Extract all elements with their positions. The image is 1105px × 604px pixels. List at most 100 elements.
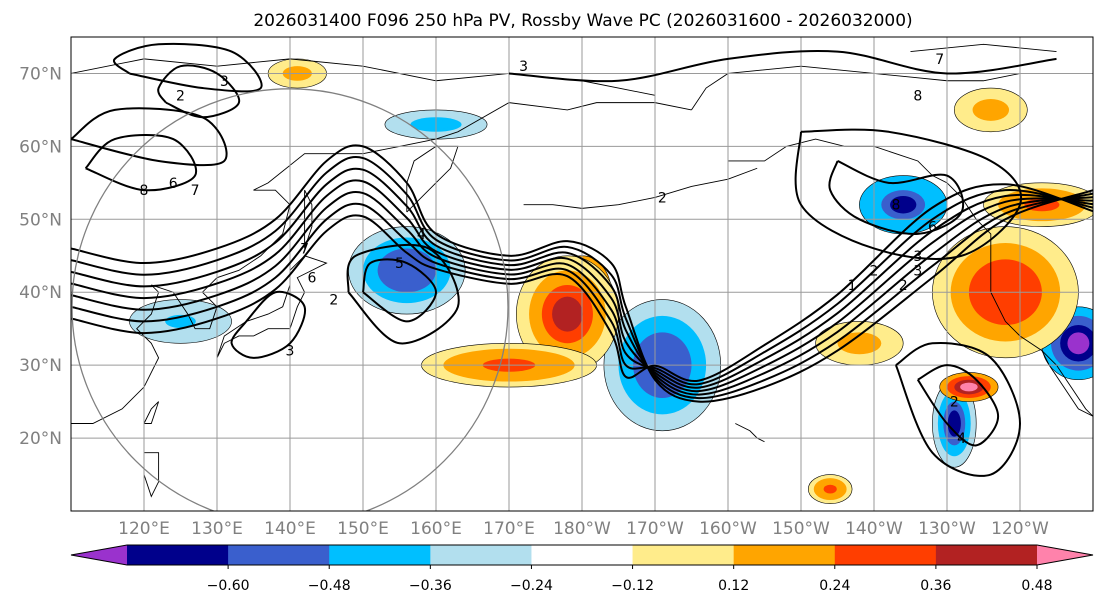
coastline xyxy=(143,401,160,424)
lon-tick-label: 170°W xyxy=(626,519,684,539)
colorbar-extend-low xyxy=(71,545,127,565)
lat-tick-label: 30°N xyxy=(19,356,62,376)
colorbar-tick-label: −0.36 xyxy=(409,578,452,594)
colorbar-tick-label: 0.48 xyxy=(1021,578,1052,594)
contour-label: 3 xyxy=(913,249,922,265)
contour-label: 7 xyxy=(300,241,309,257)
contour-label: 4 xyxy=(417,227,426,243)
lat-lon-gridlines xyxy=(71,37,1093,511)
contour-label: 2 xyxy=(899,278,908,294)
colorbar-tick-label: 0.24 xyxy=(819,578,850,594)
coastline xyxy=(216,255,328,359)
coastline xyxy=(691,65,1093,111)
lon-tick-label: 150°E xyxy=(337,519,389,539)
pv-contour-line xyxy=(346,243,460,345)
anomaly-shade xyxy=(823,484,837,494)
contour-label: 1 xyxy=(848,278,857,294)
colorbar-segment xyxy=(329,545,431,565)
pv-contour-line xyxy=(71,167,1093,396)
lat-tick-label: 70°N xyxy=(19,64,62,84)
pv-contour-line xyxy=(230,290,307,359)
colorbar-tick-label: 0.36 xyxy=(920,578,951,594)
colorbar-extend-high xyxy=(1037,545,1093,565)
anomaly-shade xyxy=(846,336,873,350)
pv-contour-line xyxy=(916,364,1000,447)
anomaly-shade xyxy=(1067,332,1090,355)
lon-tick-label: 120°E xyxy=(118,519,170,539)
colorbar-segment xyxy=(733,545,836,565)
contour-label: 7 xyxy=(191,183,200,199)
colorbar-segment xyxy=(228,545,330,565)
lon-tick-label: 160°W xyxy=(699,519,757,539)
pv-contour-line xyxy=(894,342,1022,477)
contour-label: 6 xyxy=(169,176,178,192)
anomaly-shade xyxy=(947,410,961,437)
contour-label: 2 xyxy=(870,263,879,279)
pv-contour-line xyxy=(71,183,1093,382)
range-circle xyxy=(71,88,509,511)
lon-tick-label: 150°W xyxy=(772,519,830,539)
latitude-tick-labels: 20°N 30°N 40°N 50°N 60°N 70°N xyxy=(19,64,62,449)
map-frame xyxy=(70,36,1094,512)
lon-tick-label: 130°W xyxy=(918,519,976,539)
lat-tick-label: 60°N xyxy=(19,137,62,157)
pv-contour-line xyxy=(362,258,438,323)
pv-contours xyxy=(71,42,1093,477)
colorbar-segment xyxy=(127,545,229,565)
lon-tick-label: 140°W xyxy=(845,519,903,539)
contour-label: 8 xyxy=(140,183,149,199)
contour-label: 4 xyxy=(957,431,966,447)
colorbar-tick-label: −0.48 xyxy=(308,578,351,594)
contour-label: 7 xyxy=(935,52,944,68)
colorbar-tick-label: 0.12 xyxy=(718,578,749,594)
contour-label: 5 xyxy=(395,256,404,272)
pv-contour-line xyxy=(794,128,1023,261)
contour-label: 2 xyxy=(950,395,959,411)
lon-tick-label: 130°E xyxy=(191,519,243,539)
colorbar-segment xyxy=(632,545,735,565)
pv-contour-line xyxy=(71,179,1093,393)
anomaly-shade xyxy=(979,103,1002,117)
colorbar-segment xyxy=(531,545,634,565)
lat-tick-label: 40°N xyxy=(19,283,62,303)
anomaly-shade xyxy=(552,296,583,332)
coastline xyxy=(523,167,758,209)
anomaly-blob xyxy=(939,372,999,402)
contour-label: 8 xyxy=(891,198,900,214)
lon-tick-label: 170°E xyxy=(483,519,535,539)
anomaly-shade xyxy=(389,257,425,284)
contour-label: 2 xyxy=(658,190,667,206)
anomaly-shade xyxy=(960,382,978,392)
contour-label: 6 xyxy=(307,271,316,287)
colorbar-outline xyxy=(70,544,1094,566)
map-title: 2026031400 F096 250 hPa PV, Rossby Wave … xyxy=(253,11,912,31)
lat-tick-label: 50°N xyxy=(19,210,62,230)
coastline xyxy=(735,423,765,443)
colorbar-segment xyxy=(430,545,532,565)
lon-tick-label: 160°E xyxy=(410,519,462,539)
longitude-tick-labels: 120°E 130°E 140°E 150°E 160°E 170°E 180°W 170°W… xyxy=(118,519,1049,539)
coastline xyxy=(304,189,313,249)
contour-label: 3 xyxy=(913,263,922,279)
lat-tick-label: 20°N xyxy=(19,429,62,449)
pv-contour-line xyxy=(508,49,1057,83)
colorbar-segment xyxy=(834,545,937,565)
lon-tick-label: 120°W xyxy=(991,519,1049,539)
colorbar-tick-label: −0.24 xyxy=(510,578,553,594)
colorbar-tick-label: −0.12 xyxy=(611,578,654,594)
contour-label: 3 xyxy=(519,59,528,75)
contour-label: 8 xyxy=(913,88,922,104)
coastline xyxy=(1041,350,1093,417)
contour-label: 2 xyxy=(329,293,338,309)
pv-contour-line xyxy=(112,42,263,93)
contour-label: 2 xyxy=(176,88,185,104)
anomaly-shade xyxy=(890,195,917,214)
pv-contour-line xyxy=(71,191,1093,389)
pv-contour-line xyxy=(828,160,965,235)
lon-tick-label: 140°E xyxy=(264,519,316,539)
contour-label: 3 xyxy=(286,344,295,360)
anomaly-blob xyxy=(807,474,853,505)
